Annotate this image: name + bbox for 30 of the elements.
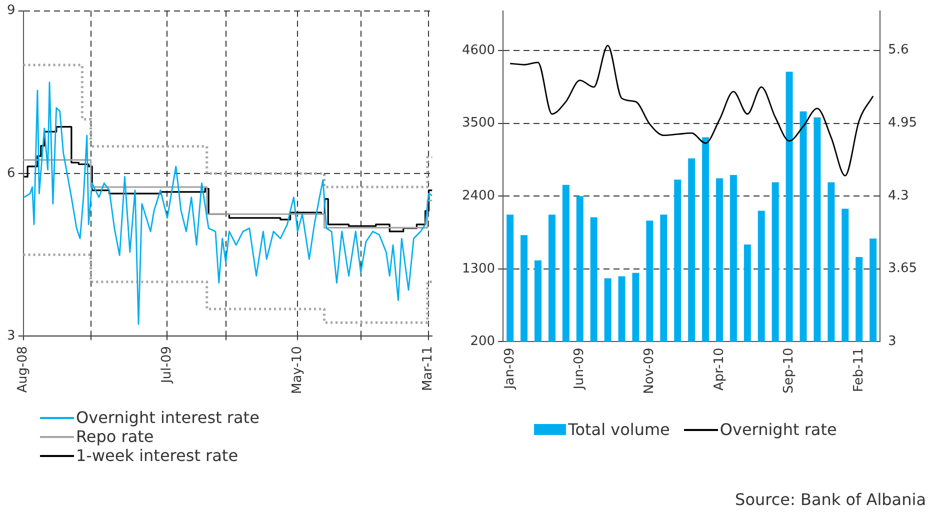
line-series bbox=[509, 44, 874, 176]
y2-tick-label: 3.65 bbox=[888, 261, 918, 276]
legend-label: Total volume bbox=[568, 420, 670, 439]
y2-tick-label: 4.3 bbox=[888, 188, 909, 204]
y-tick-label: 9 bbox=[6, 3, 16, 18]
y-tick-label: 3 bbox=[6, 328, 16, 344]
legend-label: Overnight rate bbox=[720, 420, 837, 439]
y-tick-label: 3500 bbox=[462, 116, 496, 131]
x-tick-label: Jan-09 bbox=[502, 348, 518, 390]
y2-tick-label: 3 bbox=[888, 334, 896, 350]
x-tick-label: Mar-11 bbox=[420, 346, 436, 392]
y2-tick-label: 4.95 bbox=[888, 115, 918, 130]
x-tick-label: Jul-09 bbox=[159, 346, 174, 384]
source-note: Source: Bank of Albania bbox=[735, 490, 926, 509]
x-tick-label: Aug-08 bbox=[16, 346, 31, 393]
x-tick-label: Nov-09 bbox=[642, 348, 658, 394]
y-tick-label: 4600 bbox=[462, 42, 496, 58]
y-tick-label: 1300 bbox=[462, 261, 496, 276]
y-tick-label: 2400 bbox=[462, 188, 496, 204]
legend-label: Overnight interest rate bbox=[76, 408, 260, 427]
x-tick-label: Jun-09 bbox=[572, 348, 588, 390]
y-tick-label: 6 bbox=[6, 166, 16, 181]
x-tick-label: May-10 bbox=[290, 346, 305, 394]
y-tick-label: 200 bbox=[470, 334, 496, 350]
legend-label: Repo rate bbox=[76, 427, 154, 446]
y2-tick-label: 5.6 bbox=[888, 42, 909, 58]
x-tick-label: Apr-10 bbox=[712, 348, 727, 391]
x-tick-label: Feb-11 bbox=[851, 348, 866, 392]
x-tick-label: Sep-10 bbox=[782, 348, 797, 394]
legend-label: 1-week interest rate bbox=[76, 446, 238, 465]
